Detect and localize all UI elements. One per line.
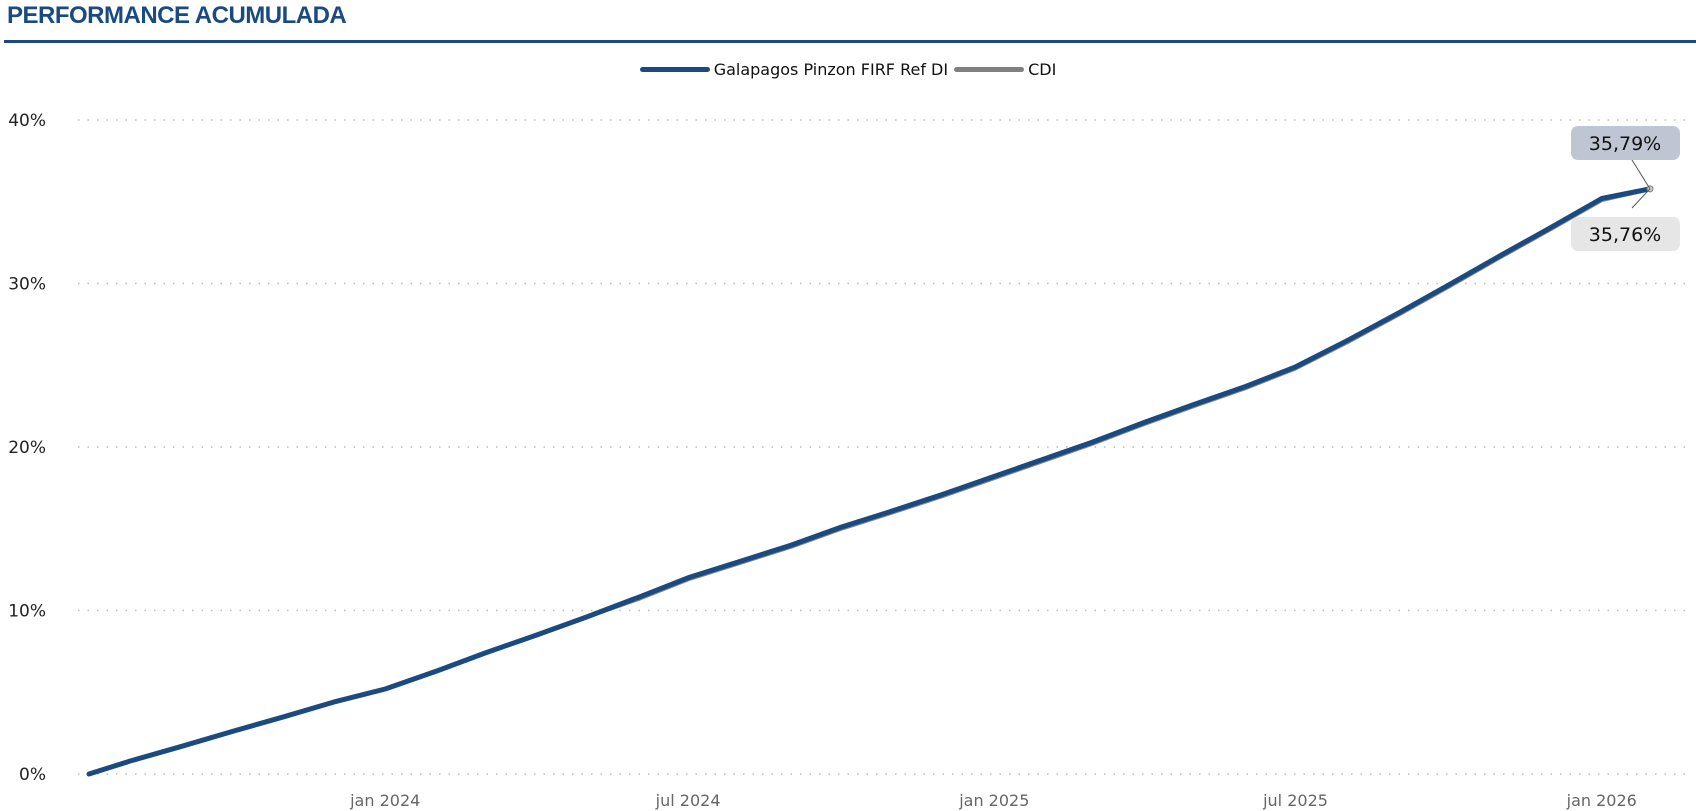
annotation-leader bbox=[1631, 159, 1651, 190]
series-line-cdi bbox=[87, 187, 1652, 776]
legend-swatch-cdi bbox=[954, 67, 1025, 72]
legend-item-fund[interactable]: Galapagos Pinzon FIRF Ref DI bbox=[639, 60, 949, 79]
y-tick-label: 20% bbox=[8, 438, 46, 458]
legend-label-cdi: CDI bbox=[1028, 60, 1057, 79]
legend-swatch-fund bbox=[639, 67, 710, 72]
annotation-box bbox=[1571, 126, 1680, 160]
x-tick-label: jul 2024 bbox=[655, 791, 721, 810]
legend-label-fund: Galapagos Pinzon FIRF Ref DI bbox=[713, 60, 949, 79]
x-tick-label: jan 2025 bbox=[958, 791, 1029, 810]
x-tick-label: jan 2024 bbox=[349, 791, 420, 810]
series-line-fund bbox=[86, 186, 1653, 777]
y-tick-label: 40% bbox=[8, 111, 46, 131]
legend-item-cdi[interactable]: CDI bbox=[954, 60, 1056, 79]
annotation-label: 35,79% bbox=[1589, 133, 1661, 155]
annotation-label: 35,76% bbox=[1589, 224, 1661, 246]
annotation-box bbox=[1571, 217, 1680, 251]
page-title: PERFORMANCE ACUMULADA bbox=[7, 2, 347, 29]
x-tick-label: jul 2025 bbox=[1262, 791, 1328, 810]
y-tick-label: 10% bbox=[8, 602, 46, 622]
annotation-leader bbox=[1631, 188, 1651, 209]
x-tick-label: jan 2026 bbox=[1566, 791, 1637, 810]
y-tick-label: 0% bbox=[19, 765, 46, 785]
title-divider bbox=[4, 40, 1696, 43]
y-tick-label: 30% bbox=[8, 275, 46, 295]
chart-legend: Galapagos Pinzon FIRF Ref DI CDI bbox=[0, 60, 1696, 79]
